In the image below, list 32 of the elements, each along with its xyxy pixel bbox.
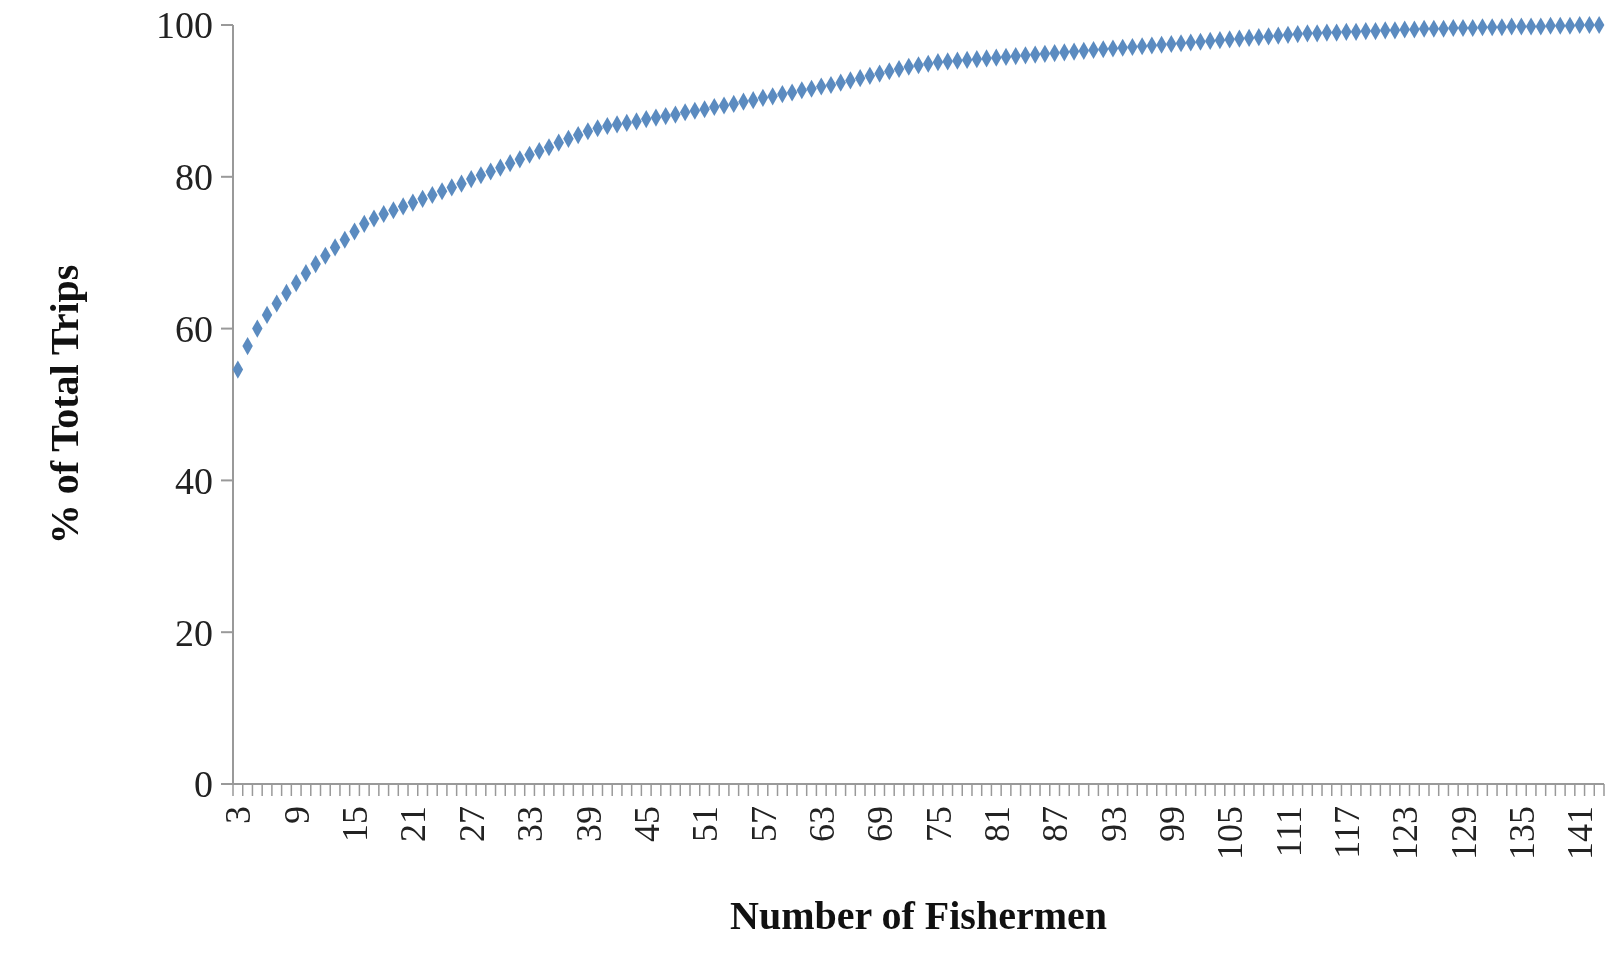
x-axis-title: Number of Fishermen xyxy=(730,893,1107,938)
x-tick-label: 111 xyxy=(1268,806,1309,858)
x-tick-label: 93 xyxy=(1093,806,1134,842)
y-tick-label: 60 xyxy=(175,307,213,350)
x-tick-label: 57 xyxy=(743,806,784,842)
x-tick-label: 63 xyxy=(801,806,842,842)
y-tick-label: 40 xyxy=(175,459,213,502)
x-tick-label: 51 xyxy=(685,806,726,842)
x-tick-label: 3 xyxy=(218,806,259,824)
x-tick-label: 15 xyxy=(335,806,376,842)
x-tick-label: 117 xyxy=(1326,806,1367,859)
x-tick-label: 105 xyxy=(1210,806,1251,860)
x-tick-label: 75 xyxy=(918,806,959,842)
y-tick-label: 0 xyxy=(194,763,213,806)
x-tick-label: 33 xyxy=(510,806,551,842)
x-tick-label: 9 xyxy=(276,806,317,824)
y-tick-label: 100 xyxy=(156,4,213,47)
x-tick-label: 27 xyxy=(451,806,492,842)
y-tick-label: 20 xyxy=(175,611,213,654)
x-tick-label: 129 xyxy=(1443,806,1484,860)
x-tick-label: 45 xyxy=(626,806,667,842)
y-axis-title: % of Total Trips xyxy=(42,264,87,545)
x-tick-label: 141 xyxy=(1560,806,1601,860)
x-tick-label: 21 xyxy=(393,806,434,842)
x-tick-label: 123 xyxy=(1385,806,1426,860)
x-tick-label: 99 xyxy=(1151,806,1192,842)
x-tick-label: 87 xyxy=(1035,806,1076,842)
x-tick-label: 69 xyxy=(860,806,901,842)
x-tick-label: 81 xyxy=(976,806,1017,842)
y-tick-label: 80 xyxy=(175,156,213,199)
x-tick-label: 135 xyxy=(1501,806,1542,860)
x-tick-label: 39 xyxy=(568,806,609,842)
